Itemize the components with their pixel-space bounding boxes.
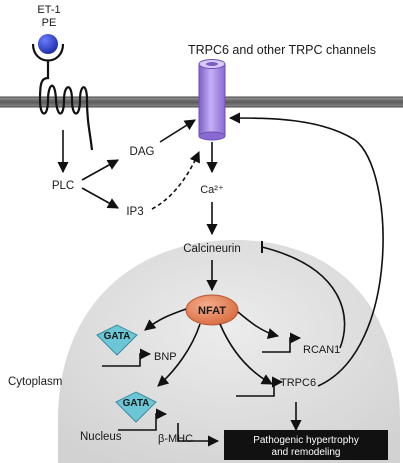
arrow-dag-to-channel <box>159 119 196 143</box>
node-gata-bottom: GATA <box>123 398 150 409</box>
arrow-nfat-to-beta-mhc <box>157 323 201 387</box>
arrow-trpc6-feedback-to-channel <box>228 112 384 387</box>
node-rcan1: RCAN1 <box>303 344 340 356</box>
node-dag: DAG <box>130 146 155 158</box>
ligand-ball-icon <box>38 34 58 54</box>
node-nfat: NFAT <box>198 305 226 317</box>
ligand-label-line2: PE <box>42 17 57 29</box>
gene-rcan1-promoter <box>262 332 302 353</box>
arrow-nfat-to-bnp <box>144 308 187 331</box>
arrow-beta-mhc-to-outcome <box>177 423 220 447</box>
node-plc: PLC <box>52 180 74 192</box>
inhibition-rcan1-to-calcineurin <box>261 246 346 349</box>
node-beta-mhc: β-MHC <box>158 433 193 445</box>
ligand-label-line1: ET-1 <box>37 4 60 16</box>
node-calcineurin: Calcineurin <box>183 243 241 255</box>
arrow-ip3-to-channel-dashed <box>151 150 200 210</box>
arrow-nfat-to-trpc6 <box>219 323 273 385</box>
node-trpc6: TRPC6 <box>280 377 316 389</box>
node-ip3: IP3 <box>126 206 143 218</box>
gata-diamond-top-icon <box>96 324 138 356</box>
channel-title: TRPC6 and other TRPC channels <box>188 43 376 57</box>
region-cytoplasm: Cytoplasm <box>8 376 62 388</box>
arrow-nfat-to-rcan1 <box>237 311 280 339</box>
trpc-channel-icon <box>198 59 226 141</box>
outcome-line2: and remodeling <box>272 447 341 458</box>
gene-beta-mhc-promoter <box>118 408 168 431</box>
node-gata-top: GATA <box>104 331 131 342</box>
outcome-box <box>224 430 388 460</box>
nfat-node-icon <box>185 294 239 326</box>
receptor-coils-icon <box>38 60 94 151</box>
outcome-line1: Pathogenic hypertrophy <box>253 435 359 446</box>
gata-diamond-bottom-icon <box>115 391 157 423</box>
arrow-plc-to-dag <box>81 159 119 181</box>
nucleus-region <box>58 240 400 463</box>
gene-trpc6-promoter <box>236 376 284 397</box>
gene-bnp-promoter <box>102 348 152 367</box>
region-nucleus: Nucleus <box>80 431 122 443</box>
node-bnp: BNP <box>154 351 177 363</box>
node-calcium: Ca²⁺ <box>200 184 224 196</box>
arrow-plc-to-ip3 <box>81 187 119 209</box>
